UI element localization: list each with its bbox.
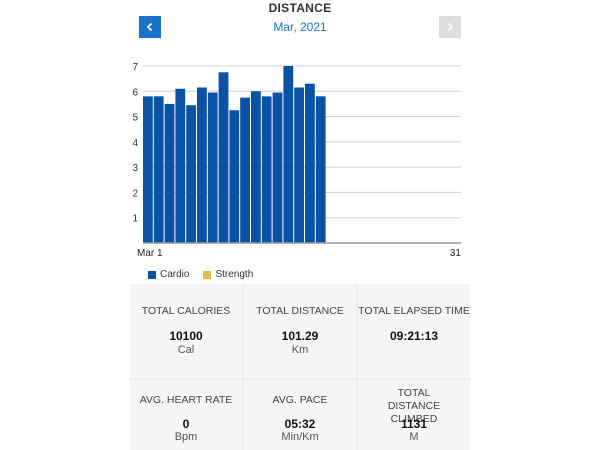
bar-day-12[interactable] bbox=[261, 96, 272, 243]
stat-total-elapsed-time: TOTAL ELAPSED TIME 09:21:13 bbox=[358, 284, 470, 378]
stat-label: TOTAL DISTANCE bbox=[256, 305, 344, 317]
stat-unit: Km bbox=[291, 344, 309, 356]
stat-unit: Bpm bbox=[174, 431, 198, 443]
legend-item-strength[interactable]: Strength bbox=[203, 269, 253, 280]
x-tick-label-end: 31 bbox=[450, 248, 462, 259]
bar-day-5[interactable] bbox=[186, 105, 196, 243]
stat-unit: Cal bbox=[177, 344, 195, 356]
bar-day-17[interactable] bbox=[315, 96, 326, 243]
stat-value: 1131 bbox=[400, 417, 428, 431]
bar-day-7[interactable] bbox=[207, 92, 218, 243]
bar-day-4[interactable] bbox=[175, 88, 186, 243]
stat-label: TOTAL ELAPSED TIME bbox=[358, 305, 470, 317]
stat-value: 101.29 bbox=[281, 329, 319, 343]
x-tick-label-start: Mar 1 bbox=[137, 248, 163, 259]
bar-day-9[interactable] bbox=[229, 110, 240, 243]
legend-item-cardio[interactable]: Cardio bbox=[148, 269, 189, 280]
stat-value: 09:21:13 bbox=[389, 329, 439, 343]
distance-bar-chart: 1 2 3 4 5 6 7 Mar 1 31 bbox=[132, 62, 461, 259]
x-axis-ticks: Mar 1 31 bbox=[137, 248, 461, 259]
bar-day-3[interactable] bbox=[164, 103, 175, 243]
chevron-left-icon bbox=[146, 22, 153, 32]
y-tick-label: 3 bbox=[132, 163, 138, 174]
legend-swatch-cardio bbox=[148, 270, 156, 279]
stats-grid: TOTAL CALORIES 10100 Cal TOTAL DISTANCE … bbox=[130, 284, 470, 450]
bar-day-13[interactable] bbox=[272, 92, 283, 243]
bar-day-11[interactable] bbox=[251, 91, 261, 244]
bar-day-6[interactable] bbox=[197, 87, 207, 243]
stat-avg-pace: AVG. PACE 05:32 Min/Km bbox=[244, 380, 356, 450]
legend-swatch-strength bbox=[203, 270, 212, 279]
y-tick-label: 7 bbox=[132, 62, 138, 73]
legend-label-strength: Strength bbox=[215, 269, 254, 280]
stat-value: 05:32 bbox=[284, 417, 316, 431]
stat-label: AVG. HEART RATE bbox=[139, 394, 233, 406]
stat-value: 10100 bbox=[169, 329, 203, 343]
stat-total-distance-climbed: TOTAL DISTANCE CLIMBED 1131 M bbox=[358, 380, 470, 450]
next-month-button[interactable] bbox=[439, 16, 461, 38]
y-tick-label: 5 bbox=[132, 113, 138, 124]
y-tick-label: 6 bbox=[132, 87, 138, 98]
period-label: Mar, 2021 bbox=[273, 20, 327, 34]
bar-day-16[interactable] bbox=[305, 83, 315, 243]
cardio-bars bbox=[143, 66, 326, 244]
bar-day-15[interactable] bbox=[294, 87, 304, 243]
distance-chart: 1 2 3 4 5 6 7 Mar 1 31 bbox=[0, 50, 600, 285]
stat-label: AVG. PACE bbox=[272, 394, 328, 406]
bar-day-8[interactable] bbox=[218, 72, 229, 243]
stat-unit: Min/Km bbox=[281, 431, 319, 443]
bar-day-1[interactable] bbox=[143, 96, 153, 243]
chevron-right-icon bbox=[447, 22, 454, 32]
stat-label: TOTAL CALORIES bbox=[141, 305, 231, 317]
stat-unit: M bbox=[409, 431, 419, 443]
chart-legend: Cardio Strength bbox=[148, 269, 267, 280]
stat-label: TOTAL DISTANCE CLIMBED bbox=[387, 387, 441, 425]
legend-label-cardio: Cardio bbox=[160, 269, 190, 280]
y-tick-label: 1 bbox=[132, 214, 138, 225]
y-axis-ticks: 1 2 3 4 5 6 7 bbox=[132, 62, 138, 225]
y-tick-label: 2 bbox=[132, 188, 138, 199]
bar-day-2[interactable] bbox=[153, 96, 164, 243]
chart-header: DISTANCE Mar, 2021 bbox=[0, 0, 600, 50]
y-tick-label: 4 bbox=[132, 138, 138, 149]
bar-day-14[interactable] bbox=[283, 66, 294, 243]
page-title: DISTANCE bbox=[268, 1, 332, 15]
stat-total-calories: TOTAL CALORIES 10100 Cal bbox=[130, 284, 242, 378]
stat-value: 0 bbox=[182, 417, 190, 431]
prev-month-button[interactable] bbox=[139, 16, 161, 38]
stat-total-distance: TOTAL DISTANCE 101.29 Km bbox=[244, 284, 356, 378]
stat-avg-heart-rate: AVG. HEART RATE 0 Bpm bbox=[130, 380, 242, 450]
bar-day-10[interactable] bbox=[240, 97, 250, 243]
